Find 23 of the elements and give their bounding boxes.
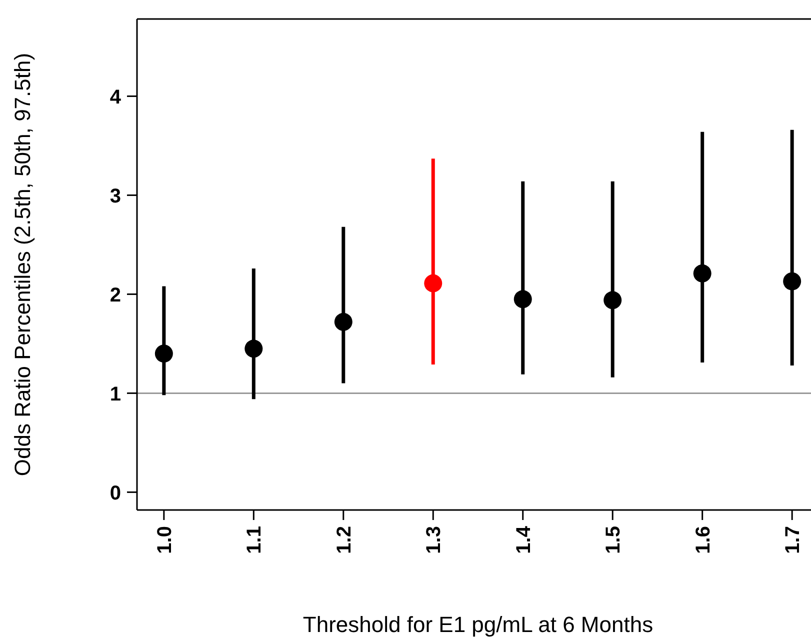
y-tick-label: 2 — [110, 284, 121, 306]
point — [693, 264, 712, 282]
point — [424, 274, 442, 292]
point — [604, 291, 622, 310]
point — [244, 340, 263, 358]
point — [334, 312, 352, 331]
y-tick-label: 1 — [110, 383, 121, 406]
y-tick-label: 0 — [110, 482, 121, 504]
point — [514, 290, 532, 308]
x-tick-label: 1.2 — [333, 526, 356, 554]
x-tick-label: 1.3 — [423, 526, 446, 554]
y-tick-label: 4 — [110, 86, 122, 108]
y-axis-title: Odds Ratio Percentiles (2.5th, 50th, 97.5th) — [10, 52, 35, 476]
x-tick-label: 1.7 — [782, 526, 804, 554]
x-axis-title: Threshold for E1 pg/mL at 6 Months — [302, 612, 654, 637]
x-tick-label: 1.6 — [692, 526, 714, 554]
y-tick-label: 3 — [110, 185, 121, 208]
x-tick-label: 1.1 — [244, 526, 266, 554]
point — [154, 344, 173, 363]
point — [783, 272, 802, 290]
x-tick-label: 1.5 — [602, 526, 625, 554]
x-tick-label: 1.4 — [512, 525, 535, 554]
x-tick-label: 1.0 — [154, 526, 176, 554]
